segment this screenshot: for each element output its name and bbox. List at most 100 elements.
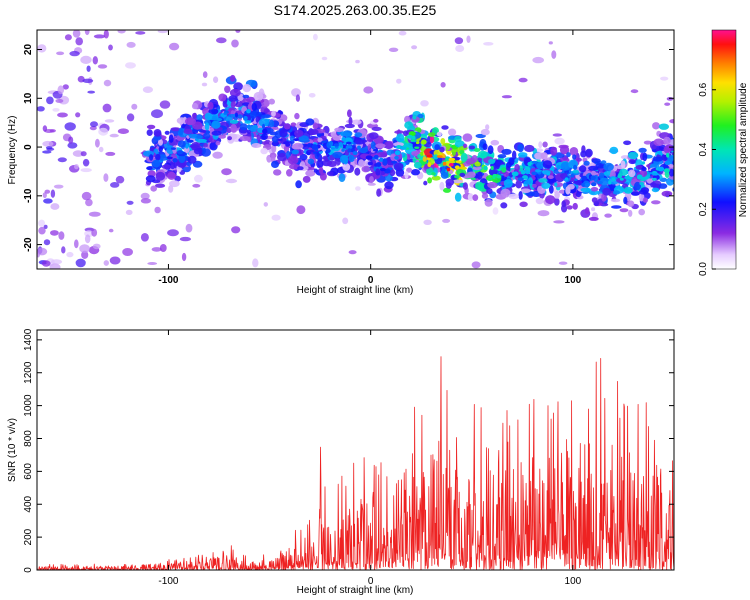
spectrogram-cell: [167, 229, 179, 237]
spectrogram-cell: [207, 102, 214, 110]
spectrogram-cell: [295, 180, 302, 189]
spectrogram-cell: [146, 124, 156, 130]
spectrogram-cell: [140, 233, 149, 242]
spectrogram-cell: [643, 140, 652, 145]
spectrogram-cell: [351, 119, 362, 125]
spectrogram-cell: [181, 252, 187, 262]
spectrogram-cell: [638, 147, 647, 153]
spectrogram-cell: [427, 132, 436, 137]
spectrogram-cell: [488, 158, 496, 164]
spectrogram-cell: [81, 250, 89, 259]
spectrogram-cell: [383, 141, 394, 150]
spectrogram-cell: [669, 119, 674, 124]
spectrogram-cell: [41, 260, 51, 267]
spectrogram-cell: [672, 160, 674, 166]
snr-xlabel: Height of straight line (km): [297, 585, 414, 596]
spectrogram-cell: [477, 150, 488, 159]
spectrogram-cell: [638, 208, 645, 216]
spectrogram-peak: [535, 169, 541, 173]
spectrogram-peak: [338, 142, 343, 147]
spectrogram-cell: [126, 200, 134, 205]
spectrogram-cell: [230, 124, 237, 133]
spectrogram-cell: [433, 154, 439, 160]
spectrogram-cell: [501, 167, 507, 173]
spectrogram-cell: [261, 133, 268, 141]
spectrogram-ytick-label: -10: [23, 188, 34, 203]
spectrogram-cell: [50, 189, 56, 198]
spectrogram-cell: [398, 30, 407, 36]
spectrogram-peak: [177, 150, 184, 155]
spectrogram-cell: [612, 190, 621, 195]
spectrogram-cell: [308, 93, 316, 98]
spectrogram-cell: [98, 127, 109, 136]
spectrogram-cell: [417, 113, 424, 119]
spectrogram-cell: [194, 174, 203, 183]
spectrogram-peak: [243, 115, 248, 121]
spectrogram-peak: [436, 155, 443, 158]
spectrogram-cell: [157, 30, 168, 34]
spectrogram-peak: [394, 150, 401, 156]
spectrogram-cell: [313, 168, 318, 173]
colorbar-tick-label: 0.6: [698, 82, 709, 96]
spectrogram-peak: [166, 156, 173, 160]
spectrogram-cell: [354, 167, 361, 176]
spectrogram-cell: [404, 121, 414, 129]
spectrogram-cell: [651, 200, 661, 205]
spectrogram-peak: [321, 140, 327, 144]
colorbar-tick-label: 0.2: [698, 202, 709, 216]
spectrogram-peak: [352, 151, 358, 156]
spectrogram-cell: [413, 161, 422, 169]
spectrogram-cell: [82, 78, 94, 84]
colorbar-label: Normalized spectral amplitude: [738, 82, 749, 217]
spectrogram-cell: [117, 128, 129, 134]
spectrogram-peak: [313, 151, 318, 154]
spectrogram-cell: [545, 195, 556, 205]
spectrogram-cell: [43, 224, 48, 229]
spectrogram-cell: [546, 178, 555, 184]
spectrogram-cell: [244, 120, 252, 124]
spectrogram-cell: [566, 152, 571, 158]
spectrogram-cell: [440, 171, 449, 179]
spectrogram-cell: [326, 160, 337, 167]
spectrogram-cell: [462, 182, 468, 190]
spectrogram-cell: [394, 130, 405, 134]
spectrogram-cell: [585, 148, 593, 158]
spectrogram-cell: [658, 183, 668, 189]
spectrogram-peak: [570, 174, 575, 178]
spectrogram-peak: [663, 168, 670, 173]
spectrogram-cell: [627, 200, 635, 207]
spectrogram-cell: [312, 122, 318, 130]
spectrogram-cell: [640, 187, 650, 194]
spectrogram-cell: [651, 187, 660, 193]
spectrogram-cell: [355, 186, 361, 191]
spectrogram-cell: [548, 185, 554, 194]
spectrogram-cell: [512, 150, 517, 160]
spectrogram-cell: [500, 202, 508, 209]
spectrogram-cell: [375, 168, 381, 176]
spectrogram-peak: [652, 172, 659, 176]
spectrogram-peak: [343, 142, 347, 145]
spectrogram-cell: [396, 78, 402, 84]
spectrogram-cell: [272, 126, 279, 130]
spectrogram-cell: [85, 198, 93, 207]
spectrogram-cell: [89, 126, 97, 131]
spectrogram-cell: [168, 134, 174, 143]
spectrogram-cell: [666, 97, 674, 101]
spectrogram-cell: [454, 135, 462, 143]
spectrogram-cell: [591, 207, 596, 212]
spectrogram-cell: [103, 30, 109, 39]
spectrogram-peak: [546, 172, 550, 176]
spectrogram-cell: [158, 146, 163, 153]
spectrogram-peak: [378, 157, 384, 162]
spectrogram-cell: [42, 140, 54, 147]
spectrogram-cell: [204, 112, 213, 121]
spectrogram-cell: [98, 146, 104, 153]
spectrogram-cell: [192, 183, 201, 188]
spectrogram-cell: [290, 122, 297, 127]
spectrogram-cell: [487, 181, 498, 189]
spectrogram-cell: [477, 157, 483, 162]
spectrogram-cell: [126, 41, 136, 48]
spectrogram-cell: [268, 98, 275, 105]
spectrogram-cell: [228, 95, 238, 103]
